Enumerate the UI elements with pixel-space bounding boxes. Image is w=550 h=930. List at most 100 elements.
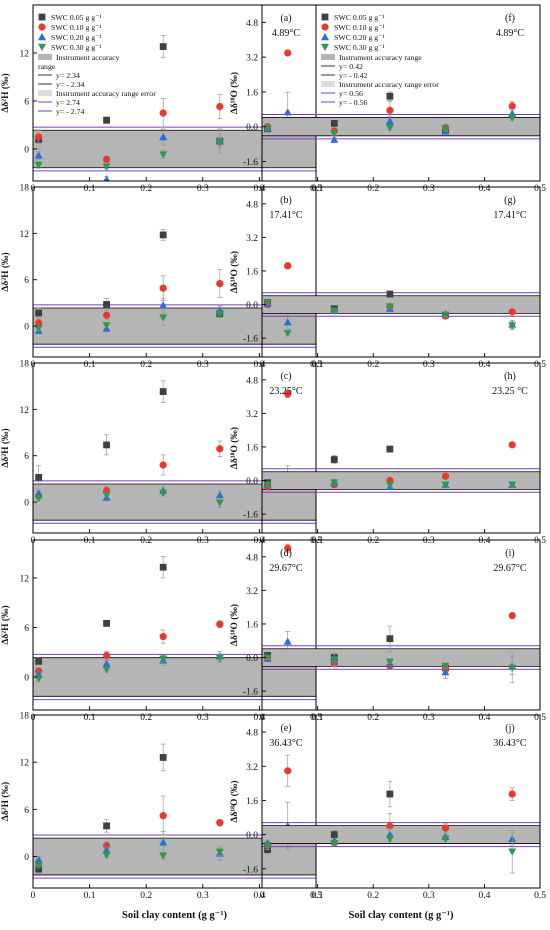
data-point-swc-3	[330, 307, 339, 315]
data-point-swc-3	[34, 325, 43, 333]
axes-frame	[261, 362, 541, 534]
y-tick-label: 12	[20, 759, 30, 769]
y-tick-label: 0.0	[246, 654, 258, 664]
legend-label: Instrument accuracy range error	[339, 80, 439, 89]
legend-marker	[38, 13, 46, 21]
y-tick-label: -1.6	[243, 511, 258, 521]
data-point-swc-3	[34, 861, 43, 870]
data-point-swc-3	[441, 125, 450, 133]
legend-label: SWC 0.20 g g⁻¹	[51, 33, 102, 42]
data-point-swc-1	[284, 544, 292, 552]
data-point-swc-0	[330, 456, 338, 463]
data-point-swc-3	[283, 329, 292, 338]
y-tick-label: 12	[20, 406, 30, 416]
x-tick-label: 0.3	[197, 891, 209, 901]
y-axis-label: Δδ¹⁸O (‰)	[229, 72, 240, 114]
legend-marker	[321, 43, 329, 51]
data-point-swc-2	[215, 491, 224, 499]
y-tick-label: -1.6	[243, 688, 258, 698]
data-point-swc-0	[103, 116, 110, 124]
data-point-swc-3	[385, 124, 394, 132]
panel-temperature: 17.41°C	[493, 210, 526, 221]
x-tick-label: 0.3	[197, 713, 209, 723]
data-point-swc-1	[508, 102, 516, 110]
plot-area	[262, 780, 540, 874]
legend-label: y= 2.74	[56, 98, 80, 107]
legend-marker	[38, 43, 46, 51]
legend-label: Instrument accuracy	[56, 53, 120, 62]
y-tick-label: 1.6	[246, 620, 258, 630]
panel-e: 0 6 12 18 0 0.1 0.2 0.3 0.4 0.5 Δδ²H (‰) (e) 36.43°C	[0, 712, 322, 902]
data-point-swc-3	[102, 322, 111, 330]
data-point-swc-0	[159, 388, 167, 395]
axes-frame	[32, 4, 317, 182]
data-point-swc-3	[159, 151, 168, 159]
data-point-swc-0	[386, 445, 394, 453]
data-point-swc-3	[215, 139, 224, 147]
data-point-swc-0	[159, 43, 167, 50]
accuracy-band	[262, 295, 540, 314]
y-tick-label: 6	[24, 98, 29, 108]
plot-area	[33, 229, 316, 348]
y-tick-label: 1.6	[246, 797, 258, 807]
panel-label: (f)	[505, 13, 515, 24]
data-point-swc-1	[216, 445, 224, 453]
y-tick-label: 1.6	[246, 443, 258, 453]
data-point-swc-1	[159, 632, 167, 641]
data-point-swc-3	[385, 658, 394, 666]
y-axis-label: Δδ²H (‰)	[0, 73, 11, 112]
y-tick-label: 4.8	[246, 376, 258, 386]
x-tick-label: 0.2	[367, 360, 379, 370]
data-point-swc-3	[508, 114, 517, 122]
x-tick-label: 0.4	[253, 536, 265, 546]
legend-marker	[321, 23, 329, 31]
data-point-swc-0	[159, 754, 167, 761]
y-tick-label: 1.6	[246, 267, 258, 277]
data-point-swc-1	[386, 106, 394, 114]
legend-label: Instrument accuracy range	[339, 53, 422, 62]
data-point-swc-3	[508, 848, 517, 856]
data-point-swc-3	[508, 322, 517, 330]
x-tick-label: 0	[31, 891, 36, 901]
y-axis-label: Δδ²H (‰)	[0, 782, 11, 821]
y-tick-label: 0.0	[246, 123, 258, 133]
legend-swatch-error	[38, 90, 52, 96]
axes-frame	[32, 362, 317, 534]
data-point-swc-1	[508, 790, 516, 798]
data-point-swc-3	[385, 303, 394, 311]
data-point-swc-3	[385, 481, 394, 489]
x-tick-label: 0.3	[423, 536, 435, 546]
data-point-swc-3	[102, 491, 111, 500]
x-tick-label: 0.3	[197, 184, 209, 194]
x-tick-label: 0.1	[84, 713, 96, 723]
y-tick-label: 3.2	[246, 410, 258, 420]
panel-label: (g)	[504, 195, 516, 206]
y-tick-label: 3.2	[246, 234, 258, 244]
data-point-swc-2	[34, 489, 43, 497]
data-point-swc-0	[159, 563, 167, 571]
x-tick-label: 0.4	[478, 536, 490, 546]
plot-area	[262, 91, 540, 143]
x-tick-label: 0.2	[367, 184, 379, 194]
accuracy-band	[262, 648, 540, 667]
data-point-swc-3	[441, 311, 450, 320]
x-tick-label: 0.4	[253, 891, 265, 901]
data-point-swc-2	[103, 175, 110, 181]
axes-frame	[261, 186, 541, 358]
x-tick-label: 0.3	[423, 184, 435, 194]
y-tick-label: 0.0	[246, 301, 258, 311]
legend-label: y= - 0.42	[339, 71, 368, 80]
data-point-swc-3	[263, 481, 272, 489]
data-point-swc-2	[330, 135, 339, 143]
data-point-swc-3	[330, 129, 339, 138]
legend-swatch-band	[321, 54, 335, 60]
panel-label: (j)	[505, 723, 514, 734]
y-tick-label: 6	[24, 452, 29, 462]
data-point-swc-2	[283, 108, 292, 116]
panel-label: (h)	[504, 371, 516, 382]
